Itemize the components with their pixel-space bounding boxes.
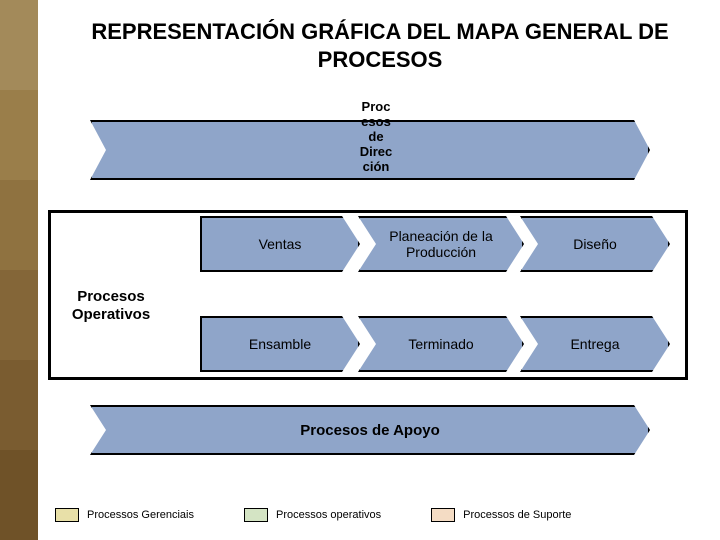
stripe-seg (0, 450, 38, 540)
chevron-ventas: Ventas (200, 216, 360, 272)
legend: Processos Gerenciais Processos operativo… (55, 508, 710, 522)
chevron-terminado: Terminado (358, 316, 524, 372)
chevron-label: Ensamble (249, 336, 311, 352)
page-title: REPRESENTACIÓN GRÁFICA DEL MAPA GENERAL … (60, 18, 700, 73)
stripe-seg (0, 270, 38, 360)
legend-swatch (431, 508, 455, 522)
chevron-planeacion: Planeación de la Producción (358, 216, 524, 272)
operativos-side-label: Procesos Operativos (56, 288, 166, 324)
chevron-entrega: Entrega (520, 316, 670, 372)
chevron-label: Terminado (408, 336, 473, 352)
chevron-label: Entrega (570, 336, 619, 352)
legend-label: Processos Gerenciais (87, 509, 194, 521)
direccion-label: Proc esos de Direc ción (350, 100, 402, 175)
legend-item-suporte: Processos de Suporte (431, 508, 571, 522)
apoyo-band: Procesos de Apoyo (90, 405, 650, 455)
legend-swatch (244, 508, 268, 522)
chevron-label: Diseño (573, 236, 617, 252)
legend-item-gerenciais: Processos Gerenciais (55, 508, 194, 522)
chevron-label: Ventas (259, 236, 302, 252)
stripe-seg (0, 90, 38, 180)
apoyo-label: Procesos de Apoyo (300, 422, 439, 439)
stripe-seg (0, 0, 38, 90)
chevron-label: Planeación de la Producción (378, 228, 504, 260)
stripe-seg (0, 180, 38, 270)
legend-label: Processos operativos (276, 509, 381, 521)
chevron-diseno: Diseño (520, 216, 670, 272)
chevron-ensamble: Ensamble (200, 316, 360, 372)
legend-label: Processos de Suporte (463, 509, 571, 521)
stripe-seg (0, 360, 38, 450)
legend-item-operativos: Processos operativos (244, 508, 381, 522)
left-stripe (0, 0, 38, 540)
legend-swatch (55, 508, 79, 522)
